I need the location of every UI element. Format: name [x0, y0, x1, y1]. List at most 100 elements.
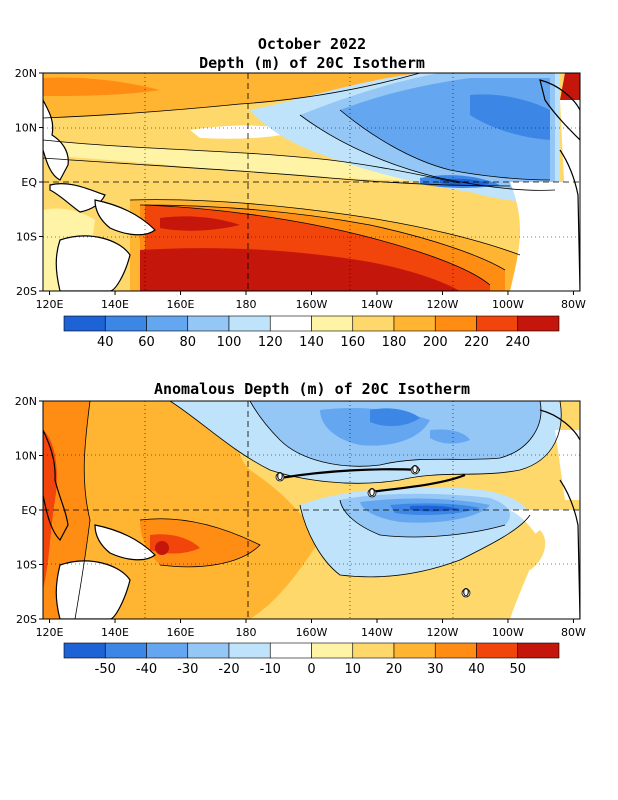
colorbar-swatch	[228, 642, 271, 659]
field-region	[43, 140, 460, 183]
y-tick-label: 20S	[16, 285, 37, 298]
depth-heatmap	[43, 73, 580, 291]
x-tick-label: 180	[236, 298, 257, 311]
x-tick-label: 100W	[492, 626, 524, 639]
land	[559, 149, 580, 291]
colorbar-swatch	[393, 642, 436, 659]
colorbar-label: -20	[218, 662, 239, 677]
field-region	[370, 408, 420, 427]
y-tick-label: EQ	[21, 176, 37, 189]
x-tick-label: 120E	[36, 626, 64, 639]
depth-axis-ticks: 120E 140E 160E 180 160W 140W 120W 100W 80W 20N 10N…	[15, 67, 586, 311]
field-region	[523, 530, 546, 570]
colorbar-label: 40	[468, 662, 485, 677]
contour-label: 0	[412, 463, 419, 476]
colorbar-label: 160	[340, 335, 365, 350]
colorbar-swatch	[517, 642, 560, 659]
colorbar-swatch	[393, 315, 436, 332]
land	[539, 409, 580, 441]
chart-title-anomaly: Anomalous Depth (m) of 20C Isotherm	[154, 380, 470, 398]
land	[55, 560, 131, 619]
y-tick-label: 20N	[15, 395, 37, 408]
land	[43, 99, 69, 181]
colorbar-swatch	[187, 642, 230, 659]
colorbar-swatch	[269, 642, 312, 659]
y-tick-label: 10N	[15, 450, 37, 463]
field-region	[43, 430, 57, 590]
y-tick-label: 10N	[15, 122, 37, 135]
anomaly-grid	[43, 401, 580, 619]
colorbar-label: 100	[217, 335, 242, 350]
colorbar-swatch	[311, 642, 354, 659]
x-tick-label: 80W	[561, 298, 586, 311]
x-tick-label: 140W	[361, 298, 393, 311]
colorbar-label: 180	[382, 335, 407, 350]
colorbar-label: 220	[464, 335, 489, 350]
land	[43, 429, 69, 541]
y-tick-label: 10S	[16, 231, 37, 244]
field-region	[510, 182, 580, 291]
y-tick-label: EQ	[21, 504, 37, 517]
land	[94, 199, 156, 236]
colorbar-swatch	[352, 315, 395, 332]
depth-colorbar: 40 60 80 100 120 140 160 180 200 220 240	[63, 315, 560, 350]
land	[49, 183, 106, 213]
field-region	[43, 401, 320, 619]
colorbar-swatch	[104, 315, 147, 332]
colorbar-swatch	[63, 315, 106, 332]
colorbar-label: -30	[177, 662, 198, 677]
colorbar-swatch	[434, 642, 477, 659]
figure-date: October 2022	[258, 35, 366, 53]
field-region	[430, 429, 470, 444]
colorbar-swatch	[352, 642, 395, 659]
colorbar-label: 50	[509, 662, 526, 677]
land	[94, 524, 156, 561]
x-tick-label: 120E	[36, 298, 64, 311]
colorbar-label: 240	[505, 335, 530, 350]
field-region	[43, 73, 420, 118]
field-region	[555, 430, 580, 500]
contour-label: 0	[369, 486, 376, 499]
x-tick-label: 80W	[561, 626, 586, 639]
colorbar-label: -40	[136, 662, 157, 677]
field-region	[160, 216, 240, 231]
anomaly-contour-labels: 0 0 0 0	[275, 463, 471, 599]
colorbar-label: 140	[299, 335, 324, 350]
y-tick-label: 20N	[15, 67, 37, 80]
colorbar-swatch	[476, 642, 519, 659]
y-tick-label: 20S	[16, 613, 37, 626]
x-tick-label: 180	[236, 626, 257, 639]
field-region	[140, 518, 260, 567]
colorbar-swatch	[269, 315, 312, 332]
colorbar-swatch	[187, 315, 230, 332]
colorbar-swatch	[63, 642, 106, 659]
field-region	[155, 541, 169, 555]
x-tick-label: 140E	[101, 626, 129, 639]
colorbar-label: 60	[138, 335, 155, 350]
land	[559, 479, 580, 619]
colorbar-label: 0	[307, 662, 315, 677]
colorbar-label: 200	[423, 335, 448, 350]
anomaly-heatmap	[43, 401, 580, 619]
x-tick-label: 160W	[296, 298, 328, 311]
colorbar-label: 10	[344, 662, 361, 677]
x-tick-label: 100W	[492, 298, 524, 311]
x-tick-label: 140E	[101, 298, 129, 311]
y-tick-label: 10S	[16, 559, 37, 572]
colorbar-swatch	[104, 642, 147, 659]
chart-title-depth: Depth (m) of 20C Isotherm	[199, 54, 425, 72]
x-tick-label: 120W	[427, 626, 459, 639]
depth-grid	[43, 73, 580, 291]
colorbar-label: 30	[427, 662, 444, 677]
anomaly-axis-ticks: 120E 140E 160E 180 160W 140W 120W 100W 80W 20N 10N…	[15, 395, 586, 639]
x-tick-label: 160E	[167, 626, 195, 639]
colorbar-label: 120	[258, 335, 283, 350]
colorbar-swatch	[517, 315, 560, 332]
x-tick-label: 120W	[427, 298, 459, 311]
x-tick-label: 140W	[361, 626, 393, 639]
colorbar-label: 20	[386, 662, 403, 677]
x-tick-label: 160W	[296, 626, 328, 639]
colorbar-label: 80	[179, 335, 196, 350]
colorbar-swatch	[311, 315, 354, 332]
